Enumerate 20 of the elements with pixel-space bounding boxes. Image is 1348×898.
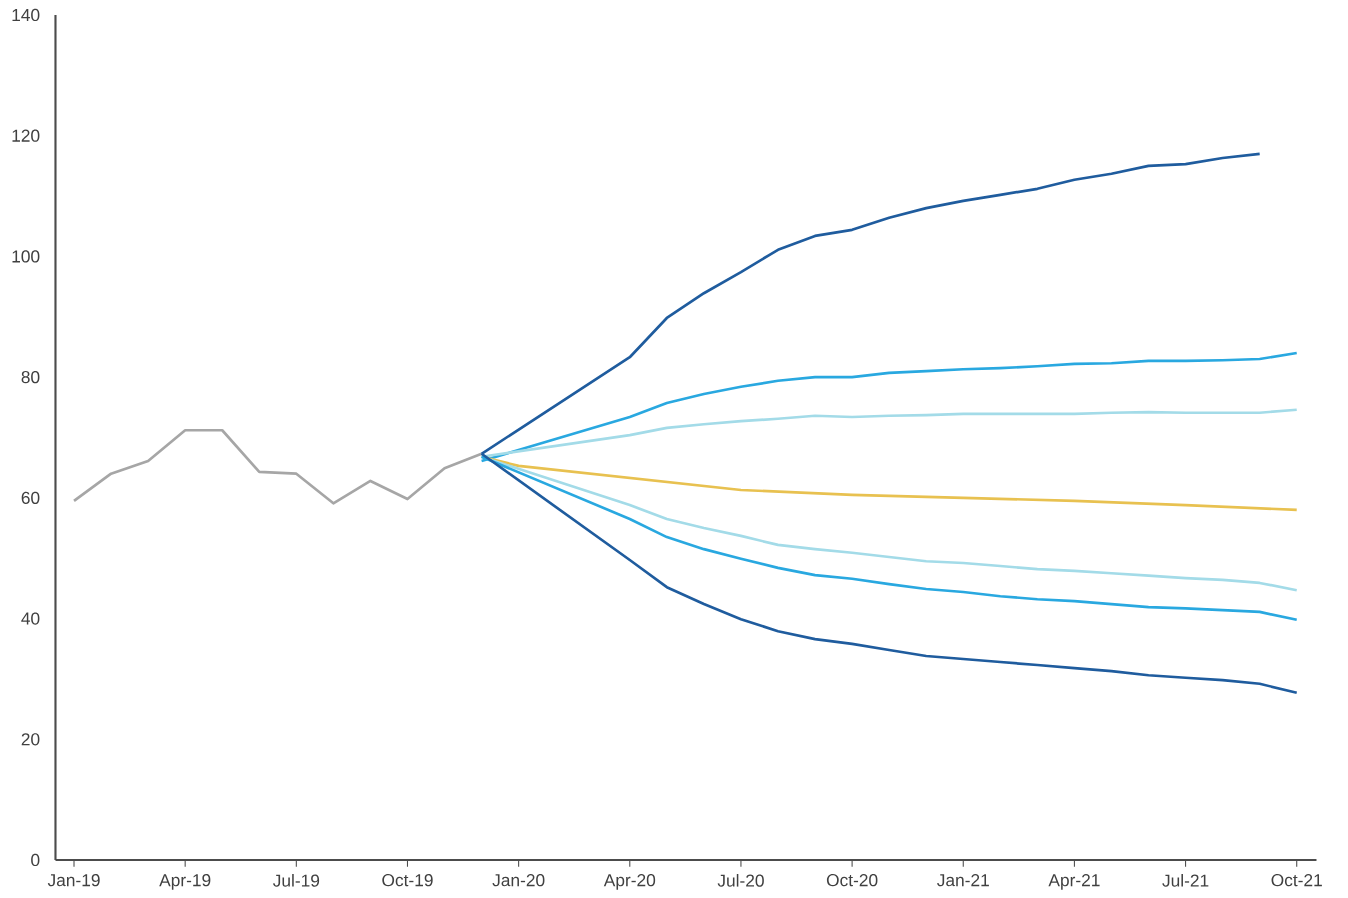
x-tick-label: Jan-19 <box>47 874 100 887</box>
y-tick-label: 20 <box>21 733 40 746</box>
y-tick-label: 80 <box>21 370 40 384</box>
y-tick-label: 0 <box>31 853 40 867</box>
x-tick-label: Oct-21 <box>1271 874 1322 887</box>
x-tick-label: Oct-20 <box>826 874 878 887</box>
y-tick-label: 40 <box>21 612 40 625</box>
x-tick-label: Jul-20 <box>717 874 764 887</box>
x-tick-label: Jul-21 <box>1162 874 1209 887</box>
x-tick-label: Apr-21 <box>1048 874 1100 890</box>
y-tick-label: 100 <box>12 250 40 263</box>
x-tick-label: Jan-20 <box>492 874 545 887</box>
y-tick-label: 120 <box>12 129 40 142</box>
y-tick-label: 140 <box>12 8 40 22</box>
x-tick-label: Jul-19 <box>272 874 320 887</box>
x-tick-label: Apr-19 <box>159 874 211 890</box>
x-tick-label: Jan-21 <box>937 874 989 887</box>
x-tick-label: Apr-20 <box>603 874 656 890</box>
y-tick-label: 60 <box>21 491 40 504</box>
x-tick-label: Oct-19 <box>382 874 433 887</box>
